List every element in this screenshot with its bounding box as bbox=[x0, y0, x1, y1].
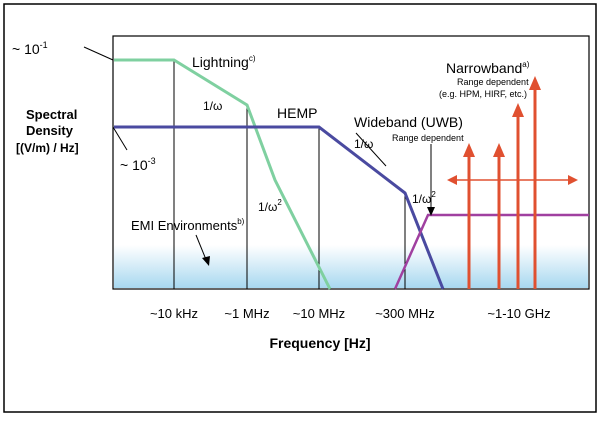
emi-environment-band bbox=[114, 245, 588, 288]
uwb-slope: 1/ω2 bbox=[412, 190, 436, 206]
wideband-sublabel: Range dependent bbox=[392, 133, 464, 143]
x-tick-label: ~10 kHz bbox=[150, 306, 198, 321]
wideband-label: Wideband (UWB) bbox=[354, 114, 463, 130]
narrowband-arrows bbox=[447, 76, 578, 289]
hemp-curve bbox=[114, 125, 445, 290]
hemp-label: HEMP bbox=[277, 105, 317, 121]
y-top-label: ~ 10-1 bbox=[12, 40, 48, 57]
hemp-slope: 1/ω bbox=[354, 137, 373, 151]
lightning-slope-1: 1/ω bbox=[203, 99, 222, 113]
emi-label: EMI Environmentsb) bbox=[131, 217, 245, 233]
narrowband-range-left-head bbox=[447, 175, 457, 185]
narrowband-arrowhead-3 bbox=[512, 103, 524, 117]
hemp-slope-leader bbox=[355, 132, 387, 167]
x-tick-label: ~1-10 GHz bbox=[487, 306, 550, 321]
narrowband-arrowhead-2 bbox=[493, 143, 505, 157]
x-tick-label: ~10 MHz bbox=[293, 306, 345, 321]
narrowband-arrowhead-4 bbox=[529, 76, 541, 90]
narrowband-label: Narrowbanda) bbox=[446, 60, 530, 76]
narrowband-sublabel-2: (e.g. HPM, HIRF, etc.) bbox=[439, 89, 527, 99]
y-axis-title-line3: [(V/m) / Hz] bbox=[16, 141, 79, 155]
x-axis-title: Frequency [Hz] bbox=[269, 335, 370, 351]
lightning-curve bbox=[114, 58, 332, 290]
lightning-label: Lightningc) bbox=[192, 54, 256, 70]
narrowband-sublabel-1: Range dependent bbox=[457, 77, 529, 87]
y-top-leader bbox=[83, 46, 114, 61]
narrowband-range-right-head bbox=[568, 175, 578, 185]
x-tick-label: ~1 MHz bbox=[224, 306, 269, 321]
y-bottom-leader bbox=[112, 126, 128, 151]
narrowband-arrowhead-1 bbox=[463, 143, 475, 157]
y-axis-title-line2: Density bbox=[26, 123, 74, 138]
y-bottom-label: ~ 10-3 bbox=[120, 156, 156, 173]
emi-leader-head bbox=[202, 256, 210, 266]
y-axis-title-line1: Spectral bbox=[26, 107, 77, 122]
uwb-leader-head bbox=[427, 207, 435, 216]
x-tick-label: ~300 MHz bbox=[375, 306, 435, 321]
lightning-slope-2: 1/ω2 bbox=[258, 198, 282, 214]
